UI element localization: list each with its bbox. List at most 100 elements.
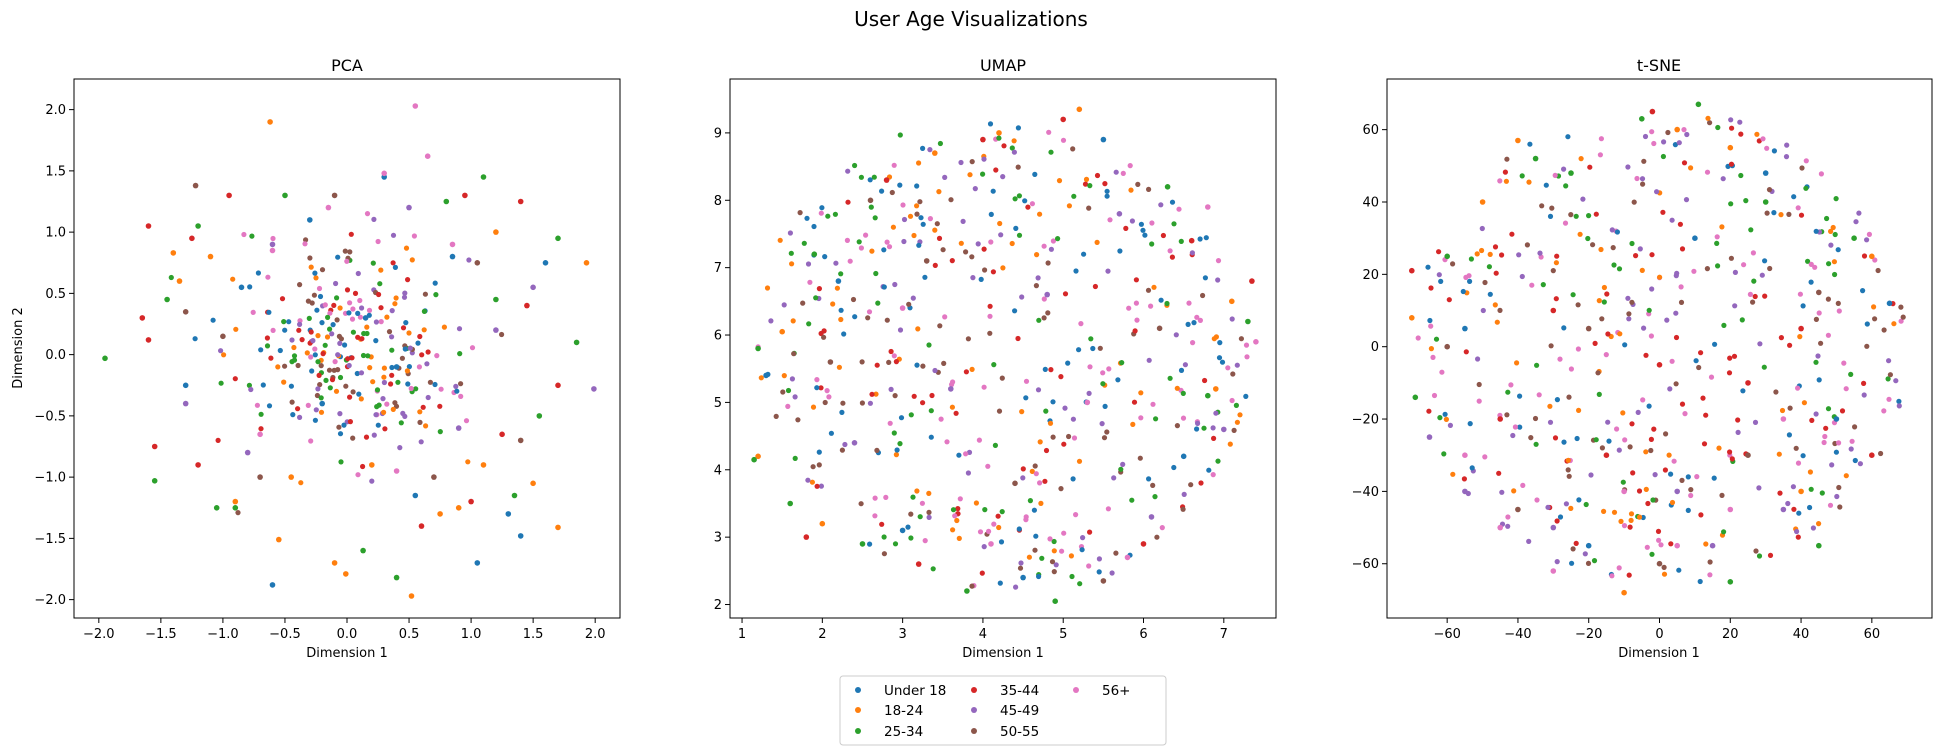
scatter-point-45-49	[818, 483, 825, 489]
scatter-point-under-18	[1100, 136, 1107, 143]
y-tick-label: 60	[1362, 123, 1379, 138]
scatter-point-45-49	[958, 159, 964, 166]
scatter-point-56plus	[1087, 364, 1093, 370]
scatter-point-35-44	[1636, 488, 1643, 494]
scatter-point-56plus	[1059, 548, 1065, 554]
scatter-point-45-49	[1129, 218, 1135, 224]
scatter-point-18-24	[1174, 385, 1180, 391]
scatter-point-45-49	[381, 379, 387, 386]
scatter-point-35-44	[1202, 377, 1208, 384]
scatter-point-45-49	[897, 327, 904, 333]
scatter-point-under-18	[1517, 424, 1523, 430]
scatter-point-45-49	[1735, 429, 1741, 435]
scatter-point-56plus	[1462, 452, 1468, 459]
scatter-point-under-18	[1833, 449, 1839, 455]
scatter-point-50-55	[1570, 546, 1576, 552]
scatter-point-25-34	[1751, 278, 1757, 284]
scatter-point-50-55	[336, 333, 342, 339]
scatter-point-56plus	[891, 353, 897, 359]
scatter-point-50-55	[1101, 435, 1108, 441]
scatter-point-35-44	[1679, 246, 1686, 252]
y-tick-label: 0.5	[45, 287, 66, 302]
scatter-point-35-44	[814, 483, 820, 489]
scatter-point-under-18	[406, 364, 412, 370]
scatter-point-18-24	[834, 285, 841, 291]
scatter-point-50-55	[827, 359, 834, 365]
legend-label-56plus: 56+	[1102, 683, 1131, 699]
scatter-point-25-34	[1486, 264, 1492, 270]
scatter-point-56plus	[1822, 433, 1828, 440]
scatter-point-18-24	[493, 229, 499, 235]
scatter-point-50-55	[1032, 547, 1038, 553]
scatter-point-45-49	[1674, 270, 1680, 276]
scatter-point-45-49	[1654, 189, 1660, 195]
scatter-point-under-18	[288, 383, 294, 389]
scatter-point-25-34	[1468, 256, 1474, 262]
scatter-point-35-44	[1703, 412, 1709, 418]
scatter-point-under-18	[898, 415, 905, 421]
scatter-point-56plus	[1803, 158, 1809, 164]
scatter-point-18-24	[1776, 451, 1782, 457]
scatter-point-under-18	[1576, 497, 1582, 503]
scatter-point-18-24	[1227, 441, 1233, 447]
scatter-point-35-44	[1767, 552, 1774, 559]
y-tick-label: −1.0	[34, 471, 66, 486]
scatter-point-25-34	[398, 420, 404, 426]
scatter-point-25-34	[1433, 336, 1440, 342]
scatter-point-18-24	[1503, 178, 1509, 184]
scatter-point-35-44	[215, 437, 221, 443]
figure-title: User Age Visualizations	[854, 7, 1088, 31]
scatter-point-under-18	[867, 541, 873, 547]
scatter-point-35-44	[1094, 172, 1101, 179]
scatter-point-56plus	[1134, 317, 1140, 323]
scatter-point-50-55	[926, 509, 932, 515]
scatter-point-25-34	[573, 339, 580, 346]
scatter-point-56plus	[1023, 378, 1030, 384]
scatter-point-18-24	[1494, 319, 1500, 325]
scatter-point-35-44	[1058, 374, 1064, 380]
scatter-point-under-18	[1467, 278, 1473, 284]
scatter-point-under-18	[1438, 278, 1444, 284]
scatter-point-56plus	[919, 500, 926, 506]
scatter-point-35-44	[1499, 252, 1505, 258]
scatter-point-56plus	[866, 309, 873, 315]
scatter-point-under-18	[1102, 403, 1108, 409]
scatter-point-25-34	[1012, 196, 1018, 202]
scatter-point-56plus	[1071, 435, 1078, 441]
scatter-point-under-18	[1740, 388, 1746, 394]
scatter-point-50-55	[1753, 548, 1759, 554]
scatter-point-35-44	[949, 258, 955, 264]
scatter-point-45-49	[1848, 446, 1854, 452]
scatter-point-25-34	[1048, 149, 1054, 155]
scatter-point-under-18	[1073, 268, 1079, 274]
y-tick-label: −20	[1352, 413, 1379, 428]
scatter-point-35-44	[1787, 342, 1793, 348]
scatter-point-45-49	[1086, 390, 1092, 396]
scatter-point-45-49	[406, 204, 412, 211]
scatter-point-18-24	[404, 368, 410, 374]
scatter-point-35-44	[1726, 370, 1733, 376]
scatter-point-18-24	[1643, 449, 1649, 455]
scatter-point-under-18	[405, 381, 411, 387]
scatter-point-under-18	[1554, 397, 1560, 403]
scatter-point-56plus	[872, 513, 878, 519]
scatter-point-35-44	[1643, 352, 1649, 358]
scatter-point-45-49	[1639, 176, 1646, 182]
scatter-point-18-24	[1797, 334, 1803, 340]
scatter-point-25-34	[1739, 317, 1745, 323]
scatter-point-45-49	[1580, 196, 1586, 202]
scatter-point-56plus	[991, 521, 997, 527]
scatter-point-45-49	[1669, 217, 1675, 223]
scatter-point-18-24	[232, 498, 239, 505]
scatter-point-18-24	[1037, 439, 1043, 445]
scatter-point-56plus	[269, 247, 276, 254]
scatter-point-under-18	[1672, 142, 1678, 148]
scatter-point-50-55	[192, 182, 199, 189]
scatter-point-35-44	[1731, 353, 1738, 359]
scatter-point-18-24	[1479, 199, 1486, 205]
scatter-point-45-49	[1893, 378, 1899, 384]
scatter-point-45-49	[1626, 316, 1632, 322]
scatter-point-50-55	[1631, 199, 1637, 205]
scatter-point-50-55	[999, 375, 1005, 381]
scatter-point-56plus	[1616, 565, 1622, 571]
